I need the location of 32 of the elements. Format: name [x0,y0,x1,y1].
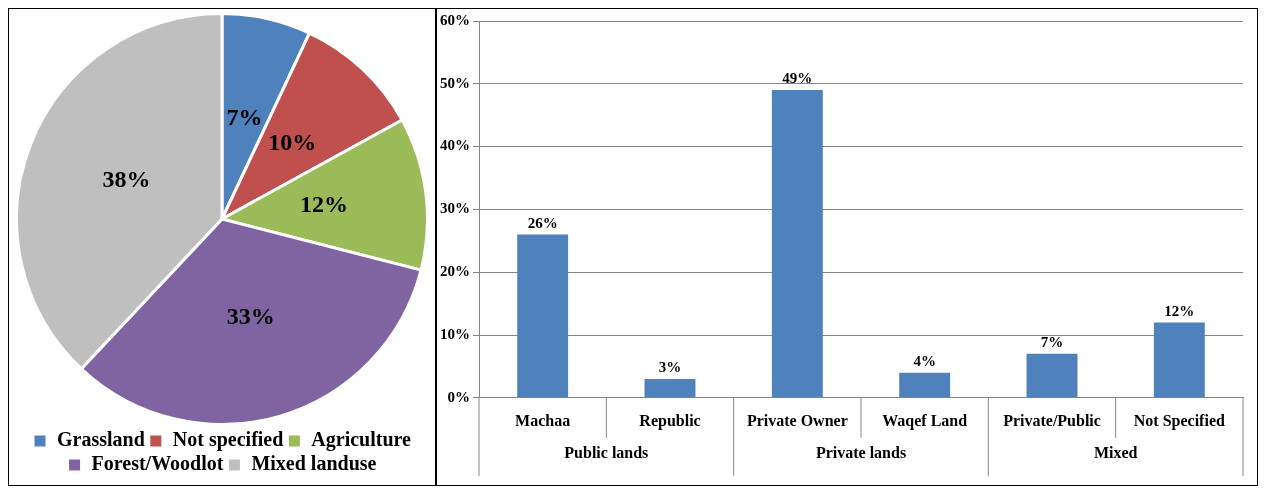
y-tick-label: 30% [440,200,470,217]
legend-label: Mixed landuse [251,452,377,475]
data-label: 33% [226,302,275,329]
data-label: 4% [913,353,936,370]
y-tick-label: 20% [440,263,470,280]
data-label: 7% [226,103,263,130]
x-tick-label: Private Owner [746,411,848,429]
text: Mixed [1093,443,1138,461]
x-tick-label: Private/Public [1003,411,1101,429]
data-label: 10% [268,129,317,156]
data-label: 49% [782,70,813,87]
data-label: 38% [102,166,151,193]
x-tick-label: Machaa [515,411,571,429]
y-tick-label: 60% [440,11,470,28]
legend-label: Not specified [172,428,284,452]
text: Public lands [564,443,649,461]
data-label: 12% [299,191,348,218]
y-tick-label: 10% [440,325,470,342]
x-tick-label: Waqef Land [882,411,968,430]
data-label: 26% [527,214,558,231]
legend-label: Grassland [57,428,145,451]
data-label: 7% [1040,334,1064,351]
legend-label: Forest/Woodlot [91,452,224,475]
text: Private lands [815,443,907,461]
x-tick-label: Republic [639,411,701,430]
y-tick-label: 40% [440,137,470,154]
data-label: 3% [658,359,682,376]
legend-label: Agriculture [311,428,412,452]
y-tick-label: 50% [440,74,470,91]
y-tick-label: 0% [447,388,470,405]
x-tick-label: Not Specified [1133,411,1225,430]
data-label: 12% [1164,302,1195,319]
